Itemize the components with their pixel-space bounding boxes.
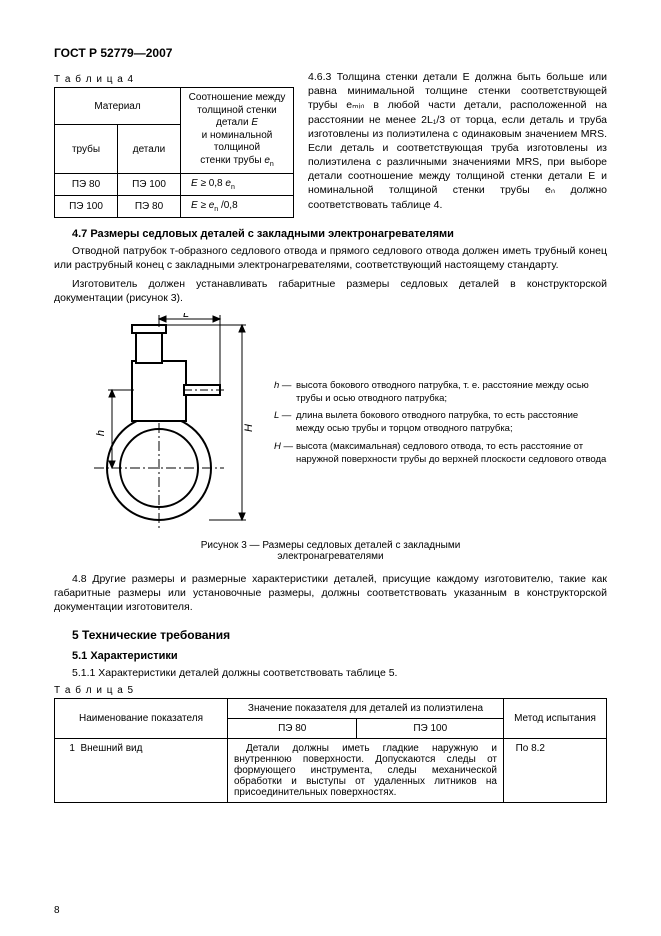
top-block: Т а б л и ц а 4 Материал Соотношение меж… [54,70,607,218]
p-4-8: 4.8 Другие размеры и размерные характери… [54,572,607,615]
p-5-1-1: 5.1.1 Характеристики деталей должны соот… [54,666,607,680]
t5-col-method: Метод испытания [504,698,607,738]
sec-4-7-title: 4.7 Размеры седловых деталей с закладным… [72,228,607,240]
legend-L-text: длина вылета бокового отводного патрубка… [296,409,607,436]
t4-col-pipe: трубы [55,125,118,174]
t4-col-part: детали [118,125,181,174]
p-4-7-a: Отводной патрубок т-образного седлового … [54,244,607,272]
legend-h-text: высота бокового отводного патрубка, т. е… [296,379,607,406]
legend-L-sym: L — [274,409,296,436]
t5-r1-name: 1 Внешний вид [55,738,228,802]
clause-4-6-3: 4.6.3 Толщина стенки детали E должна быт… [308,70,607,212]
t5-col-name: Наименование показателя [55,698,228,738]
sec-5-1-title: 5.1 Характеристики [72,650,607,662]
page: ГОСТ Р 52779—2007 Т а б л и ц а 4 Матери… [0,0,661,936]
table4-block: Т а б л и ц а 4 Материал Соотношение меж… [54,70,294,218]
legend-H-text: высота (максимальная) седлового отвода, … [296,440,607,467]
t4-r2a: ПЭ 100 [55,196,118,218]
t5-r1-val: Детали должны иметь гладкие наружную и в… [228,738,504,802]
t5-col-val: Значение показателя для деталей из полиэ… [228,698,504,718]
t4-r1c: E ≥ 0,8 en [181,174,294,196]
t5-r1-method: По 8.2 [504,738,607,802]
table5: Наименование показателя Значение показат… [54,698,607,803]
t4-r1a: ПЭ 80 [55,174,118,196]
legend-H-sym: H — [274,440,296,467]
dim-L: L [183,313,189,320]
sec-5-title: 5 Технические требования [72,628,607,642]
table4: Материал Соотношение между толщиной стен… [54,87,294,218]
t5-sub1: ПЭ 80 [228,718,357,738]
doc-header: ГОСТ Р 52779—2007 [54,46,607,60]
figure-3: L h H [54,313,607,536]
table4-label: Т а б л и ц а 4 [54,74,294,85]
legend-h-sym: h — [274,379,296,406]
table5-label: Т а б л и ц а 5 [54,685,607,696]
t4-mat-h: Материал [55,88,181,125]
figure-3-legend: h — высота бокового отводного патрубка, … [274,379,607,471]
figure-3-svg: L h H [54,313,264,536]
dim-H: H [243,424,255,432]
t4-r2c: E ≥ en /0,8 [181,196,294,218]
t4-r1b: ПЭ 100 [118,174,181,196]
page-number: 8 [54,905,60,916]
t4-r2b: ПЭ 80 [118,196,181,218]
figure-3-caption: Рисунок 3 — Размеры седловых деталей с з… [54,540,607,562]
p-4-7-b: Изготовитель должен устанавливать габари… [54,277,607,305]
t4-rel-h: Соотношение между толщиной стенки детали… [181,88,294,174]
dim-h: h [95,430,107,436]
t5-sub2: ПЭ 100 [357,718,504,738]
